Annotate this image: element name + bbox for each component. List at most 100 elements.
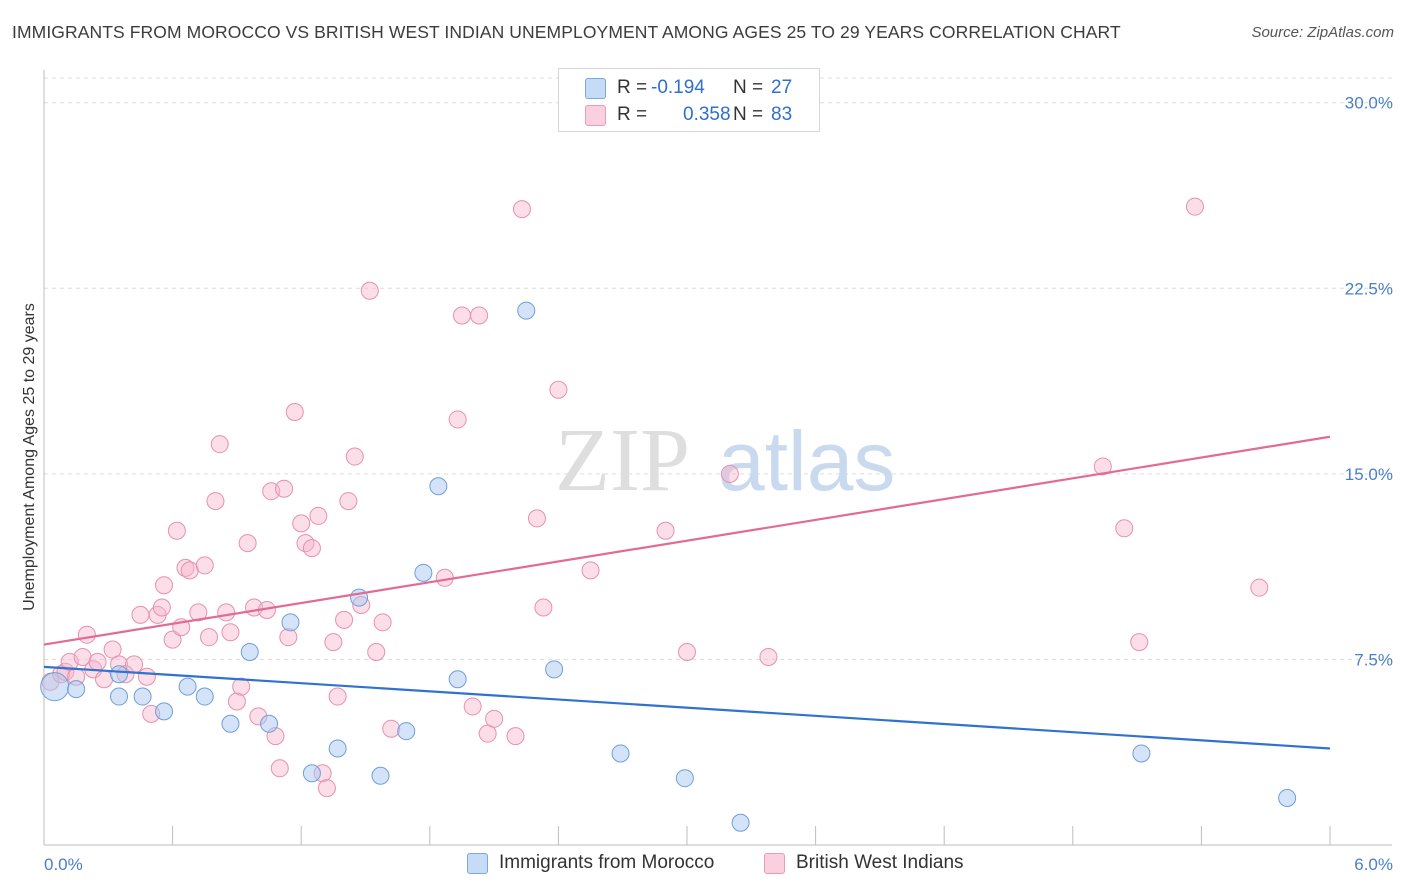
morocco-trend-line	[43, 665, 1331, 750]
y-tick-label: 22.5%	[1345, 279, 1393, 298]
legend-swatch-pink	[585, 105, 606, 126]
morocco-point	[281, 613, 300, 632]
legend-n-label: N =	[733, 104, 764, 125]
bwi-point	[335, 610, 354, 629]
bwi-point	[367, 643, 386, 662]
bwi-point	[125, 655, 144, 674]
bwi-point	[324, 633, 343, 652]
y-tick-labels: 7.5% 15.0% 22.5% 30.0%	[1345, 94, 1393, 670]
legend-n-value: 83	[771, 104, 793, 125]
bwi-point	[285, 403, 304, 422]
bwi-point	[292, 514, 311, 533]
watermark: ZIP atlas	[555, 411, 895, 510]
morocco-point	[731, 813, 750, 832]
bwi-point	[345, 447, 364, 466]
bwi-point	[1130, 633, 1149, 652]
morocco-point	[155, 702, 174, 721]
bwi-point	[759, 647, 778, 666]
y-tick-label: 30.0%	[1345, 94, 1393, 113]
bwi-point	[549, 380, 568, 399]
bwi-point	[1250, 578, 1269, 597]
x-tick-labels: 0.0% 6.0%	[44, 855, 1393, 874]
bottom-legend-label: Immigrants from Morocco	[499, 852, 715, 873]
morocco-point	[110, 687, 129, 706]
bwi-point	[270, 759, 289, 778]
bwi-point	[463, 697, 482, 716]
bwi-point	[470, 306, 489, 325]
watermark-zip: ZIP	[555, 411, 690, 510]
bwi-point	[360, 281, 379, 300]
bwi-point	[527, 509, 546, 528]
bwi-point	[189, 603, 208, 622]
bwi-point	[1115, 519, 1134, 538]
bwi-point	[656, 521, 675, 540]
y-axis-label: Unemployment Among Ages 25 to 29 years	[21, 303, 38, 611]
bwi-point	[339, 492, 358, 511]
bwi-point	[448, 410, 467, 429]
source-credit: Source: ZipAtlas.com	[1251, 24, 1394, 41]
morocco-point	[133, 687, 152, 706]
axes	[43, 70, 1392, 846]
bwi-point	[452, 306, 471, 325]
bwi-point	[131, 605, 150, 624]
legend-n-label: N =	[733, 77, 764, 98]
legend-r-label: R =	[617, 77, 648, 98]
bwi-point	[275, 479, 294, 498]
x-tick-label: 0.0%	[44, 855, 83, 874]
morocco-point	[1132, 744, 1151, 763]
legend-swatch-blue	[585, 78, 606, 99]
bwi-point	[77, 625, 96, 644]
morocco-point	[302, 764, 321, 783]
morocco-point	[429, 477, 448, 496]
bwi-point	[317, 779, 336, 798]
bwi-point	[103, 640, 122, 659]
bwi-point	[279, 628, 298, 647]
bwi-point	[720, 464, 739, 483]
bottom-legend-label: British West Indians	[796, 852, 964, 873]
morocco-point	[675, 769, 694, 788]
legend-r-label: R =	[617, 104, 648, 125]
bwi-point	[382, 719, 401, 738]
bwi-point	[88, 652, 107, 671]
bwi-point	[328, 687, 347, 706]
bwi-point	[232, 677, 251, 696]
bwi-point	[478, 724, 497, 743]
morocco-point	[517, 301, 536, 320]
bwi-point	[167, 521, 186, 540]
bwi-point	[152, 598, 171, 617]
morocco-point	[328, 739, 347, 758]
morocco-point	[178, 677, 197, 696]
bwi-point	[1185, 197, 1204, 216]
bwi-point	[210, 435, 229, 454]
morocco-point	[611, 744, 630, 763]
watermark-atlas: atlas	[718, 414, 895, 508]
bwi-point	[217, 603, 236, 622]
morocco-point	[448, 670, 467, 689]
bwi-point	[302, 539, 321, 558]
bwi-point	[485, 709, 504, 728]
bwi-point	[678, 643, 696, 662]
legend-n-value: 27	[771, 77, 793, 98]
grid-lines	[44, 77, 1392, 660]
morocco-point	[40, 672, 70, 702]
y-tick-label: 15.0%	[1345, 465, 1393, 484]
bwi-point	[309, 506, 328, 525]
series-immigrants-from-morocco	[40, 301, 1297, 832]
morocco-point	[1278, 788, 1297, 807]
bwi-point	[163, 630, 182, 649]
legend-r-value: -0.194	[651, 77, 705, 98]
morocco-point	[67, 680, 86, 699]
bwi-point	[581, 561, 600, 580]
morocco-point	[195, 687, 214, 706]
bwi-point	[180, 561, 199, 580]
bwi-point	[155, 576, 174, 595]
bwi-trend-line	[43, 435, 1331, 646]
legend-r-value: 0.358	[683, 104, 731, 125]
x-tick-label: 6.0%	[1354, 855, 1393, 874]
morocco-point	[260, 714, 279, 733]
morocco-point	[371, 766, 390, 785]
bwi-point	[95, 670, 114, 689]
bwi-point	[534, 598, 553, 617]
morocco-point	[110, 665, 129, 684]
